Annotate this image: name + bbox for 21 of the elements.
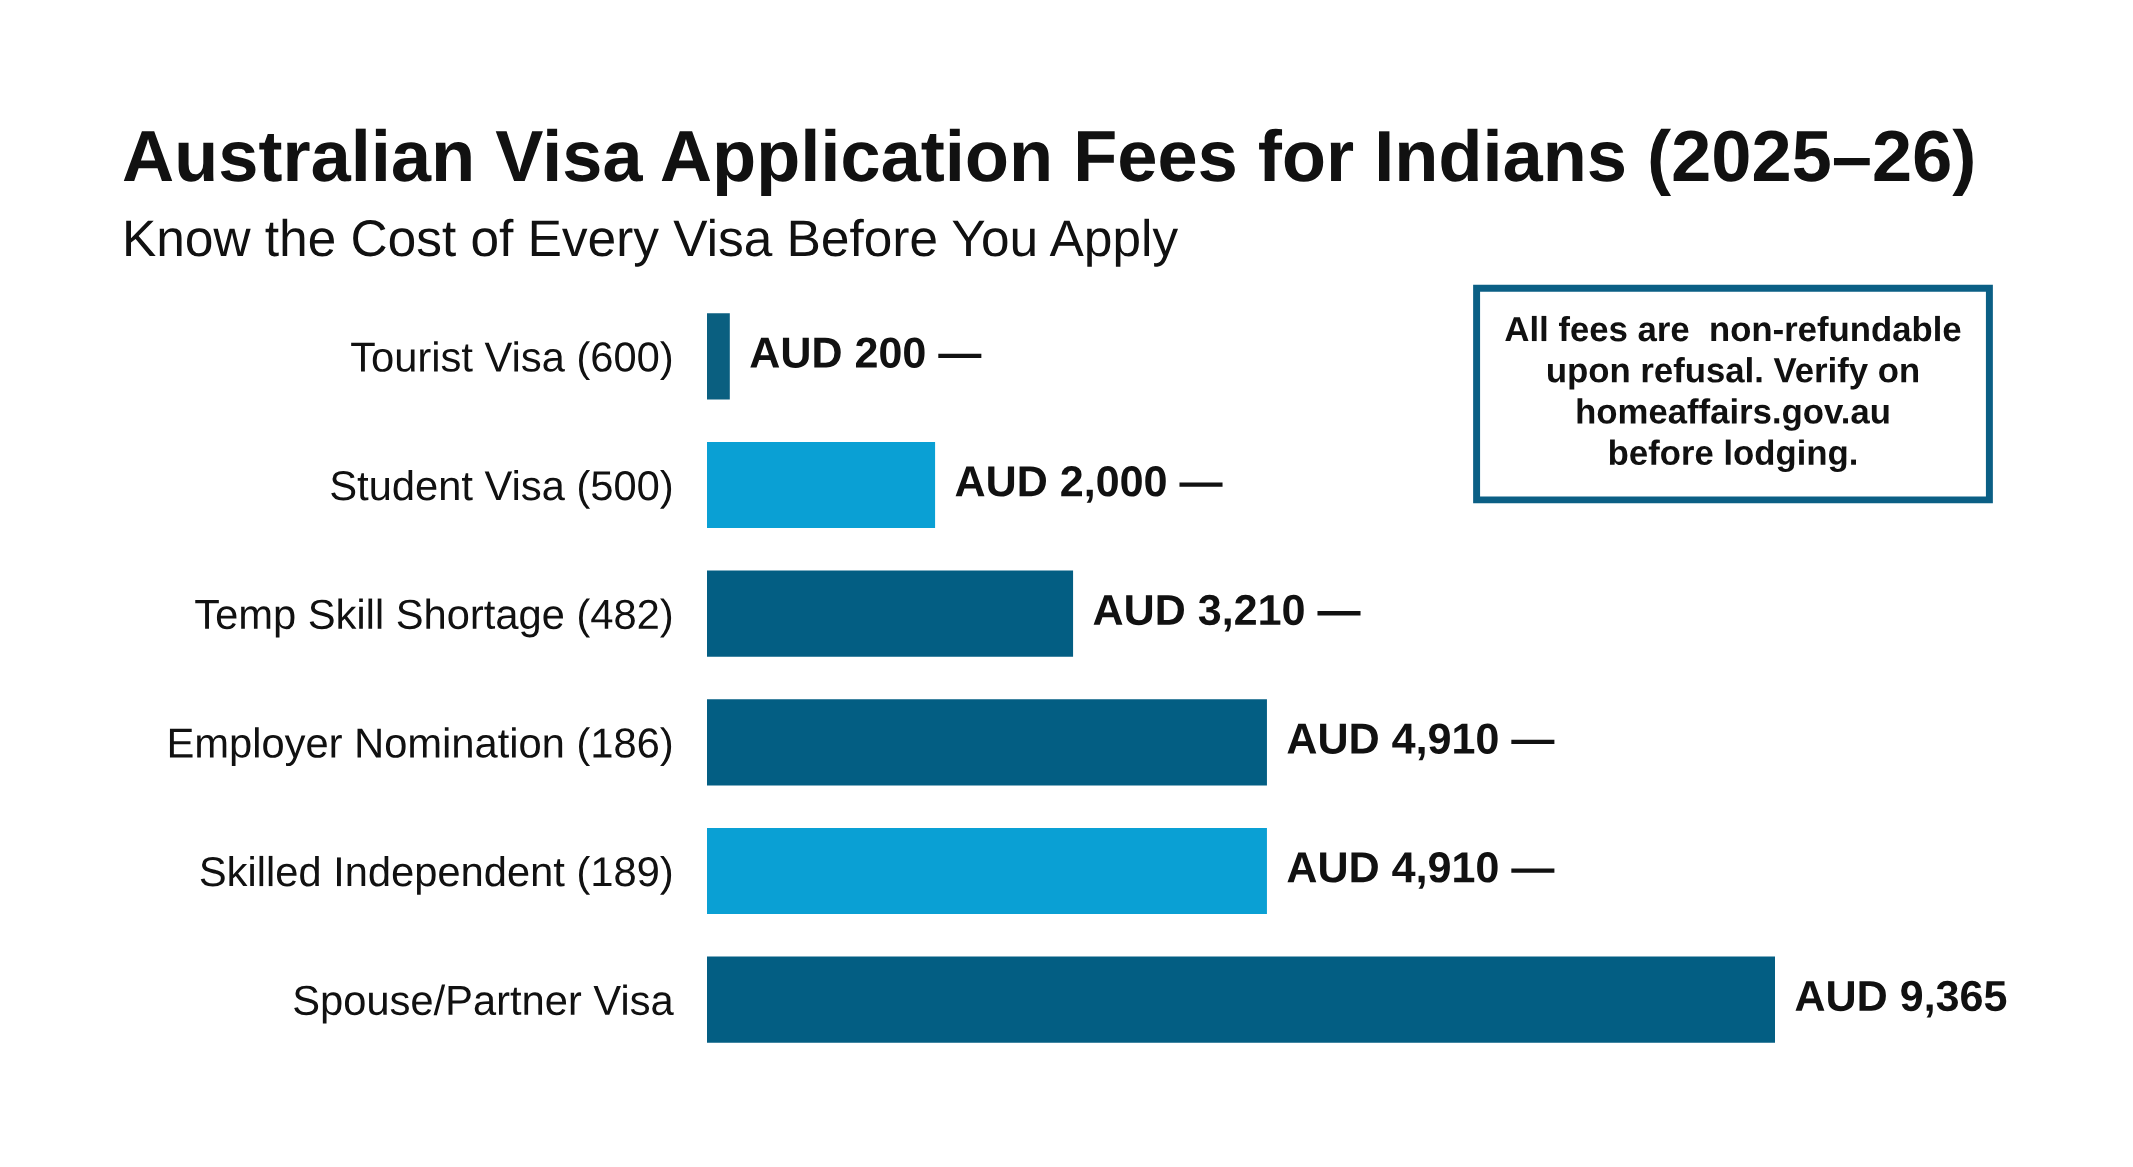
data-label: AUD 3,210 — [1093,594,1361,632]
bar [707,570,1074,657]
data-label: AUD 200 — [750,337,982,368]
data-label: AUD 9,365 [1795,980,2007,1018]
y-tick-label: Skilled Independent (189) [200,855,672,895]
y-tick-label: Tourist Visa (600) [351,341,672,381]
bar [707,699,1267,786]
annotation: All fees are non-refundable upon refusal. Verify on homeaffairs.gov.au before lodging. [1505,315,1961,473]
bar [707,313,730,400]
data-label: AUD 4,910 — [1287,852,1555,889]
chart-title: Australian Visa Application Fees for Indians (2025–26) [123,128,1973,196]
bar [707,956,1775,1043]
y-tick-label: Temp Skill Shortage (482) [195,598,672,638]
bar [707,827,1267,915]
data-label: AUD 4,910 — [1287,723,1555,761]
y-tick-label: Spouse/Partner Visa [294,984,674,1024]
chart-subtitle: Know the Cost of Every Visa Before You Apply [126,218,1179,267]
y-tick-label: Employer Nomination (186) [169,727,672,767]
bar [707,441,936,529]
y-tick-label: Student Visa (500) [331,469,672,509]
data-label: AUD 2,000 — [955,466,1223,503]
